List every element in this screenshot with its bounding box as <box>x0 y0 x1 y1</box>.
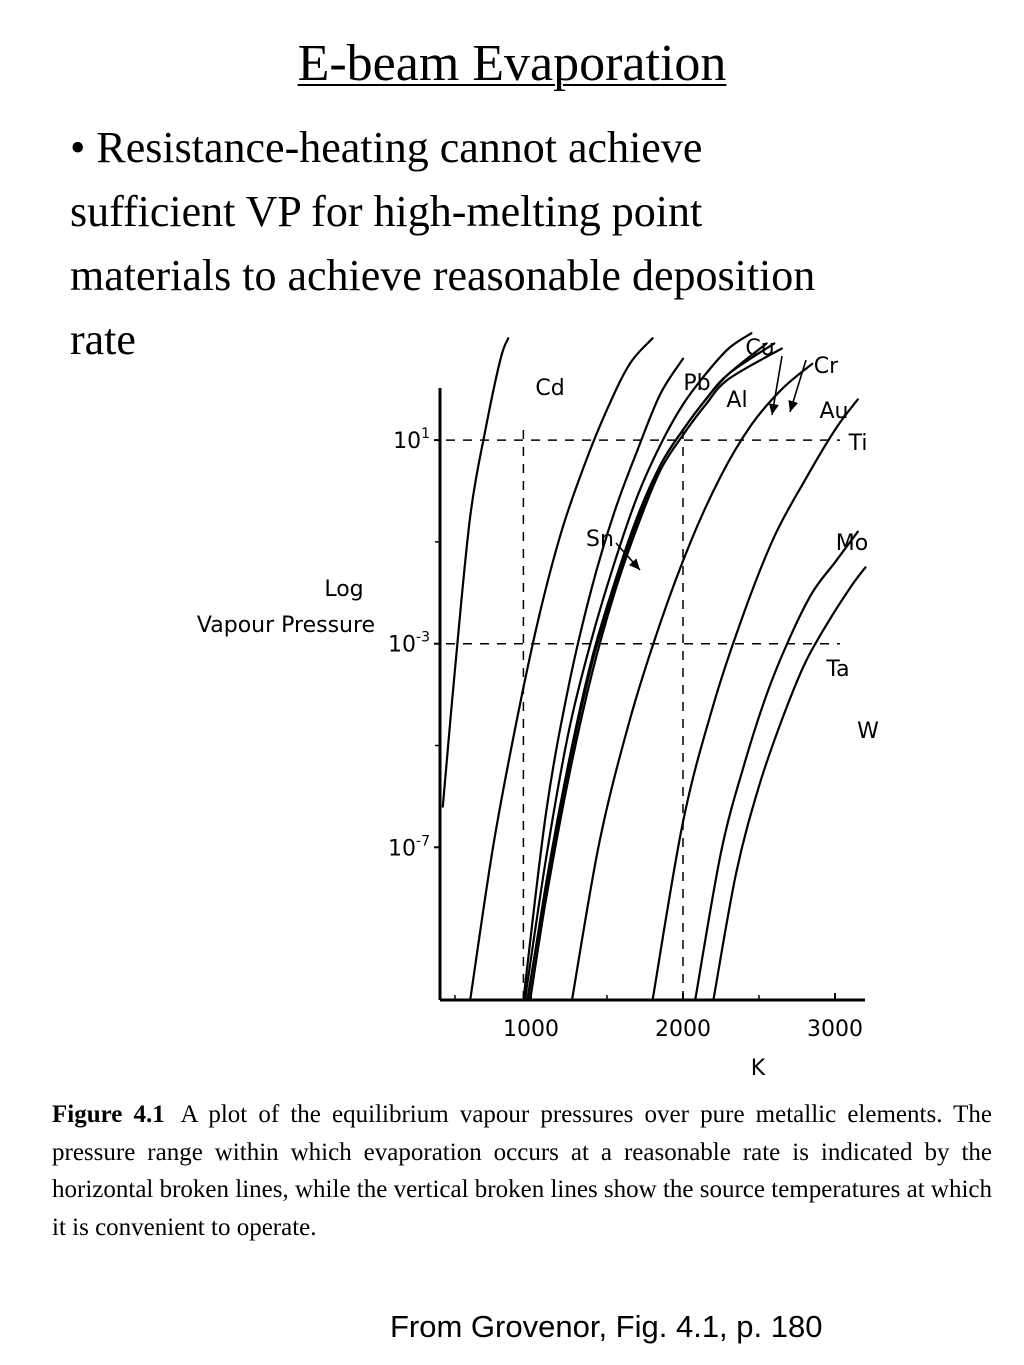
series-label-cu: Cu <box>745 336 774 361</box>
series-label-pb: Pb <box>683 371 710 396</box>
series-label-ti: Ti <box>848 431 868 456</box>
pointer-arrowhead-cr <box>788 400 799 412</box>
reference-lines <box>446 430 840 1000</box>
series-curve-ta <box>694 530 859 1002</box>
series-label-au: Au <box>820 399 849 424</box>
chart-axes <box>438 388 865 1002</box>
series-label-cr: Cr <box>814 354 839 379</box>
series-curve-cd <box>441 337 510 808</box>
x-tick-label: 2000 <box>655 1017 711 1042</box>
series-curve-pb <box>469 337 654 1002</box>
y-axis-label-line2: Vapour Pressure <box>197 613 375 638</box>
source-citation: From Grovenor, Fig. 4.1, p. 180 <box>390 1309 823 1344</box>
series-curve-au <box>529 347 783 1002</box>
bullet-text: • Resistance-heating cannot achieve suff… <box>70 123 816 364</box>
slide-title: E-beam Evaporation <box>297 35 727 92</box>
chart-labels: Log Vapour Pressure K Cd Pb Sn Al Cu Cr Au Ti Mo Ta W <box>197 336 879 1081</box>
figure-caption-text: A plot of the equilibrium vapour pressur… <box>52 1101 992 1241</box>
y-tick-label: 10-7 <box>388 833 430 861</box>
series-label-w: W <box>857 719 879 744</box>
x-axis-label: K <box>751 1056 766 1081</box>
vapour-pressure-chart: 1000 2000 3000 101 10-3 10-7 Log Vapour Pressu… <box>197 332 879 1081</box>
series-curve-sn <box>522 357 685 1002</box>
pointer-arrowhead-sn <box>628 558 640 570</box>
series-label-cd: Cd <box>535 376 564 401</box>
series-curves <box>441 332 867 1002</box>
series-curve-mo <box>651 398 859 1002</box>
figure-caption: Figure 4.1 A plot of the equilibrium vap… <box>52 1096 992 1246</box>
series-curve-w <box>712 566 867 1002</box>
x-tick-label: 1000 <box>503 1017 559 1042</box>
figure-label: Figure 4.1 <box>52 1101 165 1128</box>
x-tick-label: 3000 <box>807 1017 863 1042</box>
chart-ticks: 1000 2000 3000 101 10-3 10-7 <box>388 426 863 1042</box>
series-curve-cr <box>526 342 776 1002</box>
y-axis-label-line1: Log <box>324 577 363 602</box>
y-tick-label: 10-3 <box>388 630 430 658</box>
y-tick-label: 101 <box>393 426 430 454</box>
pointer-arrowhead-cu <box>768 403 779 415</box>
series-label-sn: Sn <box>586 527 614 552</box>
series-label-al: Al <box>726 388 747 413</box>
series-label-mo: Mo <box>836 531 868 556</box>
series-label-ta: Ta <box>825 657 849 682</box>
series-curve-al <box>523 332 753 1002</box>
series-curve-ti <box>570 362 814 1002</box>
